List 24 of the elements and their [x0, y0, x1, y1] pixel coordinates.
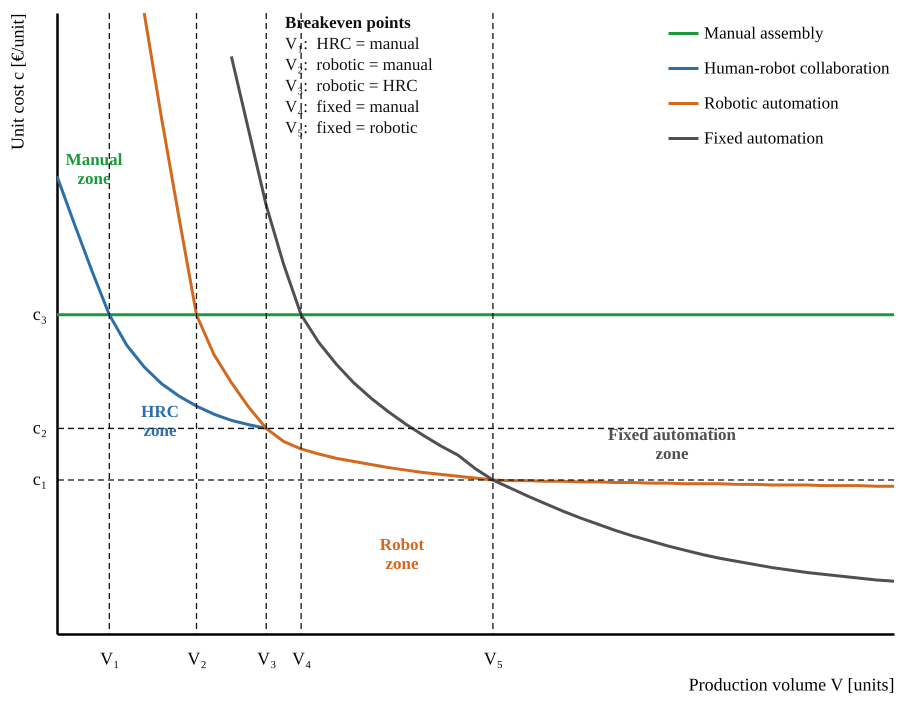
- legend-label: Manual assembly: [704, 24, 824, 42]
- annotation: Fixed automation zone: [607, 425, 737, 463]
- annotation: V₁: HRC = manual: [285, 33, 421, 54]
- x-tick-label: V₄: [292, 648, 312, 668]
- annotation: V₃: robotic = HRC: [285, 75, 419, 96]
- ref-line-label: c₁: [32, 468, 47, 489]
- legend-label: Robotic automation: [704, 94, 840, 112]
- x-tick-label: V₁: [100, 648, 120, 668]
- annotation: HRC zone: [140, 402, 180, 440]
- text: c₃: [32, 304, 47, 324]
- x-tick-label: V₅: [484, 648, 504, 668]
- legend-label: Human-robot collaboration: [704, 58, 890, 78]
- y-axis-title: Unit cost c [€/unit]: [8, 14, 28, 150]
- legend-label: Fixed automation: [704, 128, 824, 148]
- annotation: V₂: robotic = manual: [285, 54, 433, 75]
- annotation: V₄: fixed = manual: [285, 96, 420, 117]
- annotation: V₅: fixed = robotic: [285, 117, 419, 138]
- annotation: Breakeven points: [285, 12, 412, 33]
- annotation: Manual zone: [64, 150, 124, 188]
- annotation: Robot zone: [378, 535, 426, 573]
- x-axis-title: Production volume V [units]: [688, 674, 894, 694]
- ref-line-label: c₂: [32, 417, 47, 438]
- x-tick-label: V₃: [257, 648, 276, 668]
- x-tick-label: V₂: [187, 648, 207, 668]
